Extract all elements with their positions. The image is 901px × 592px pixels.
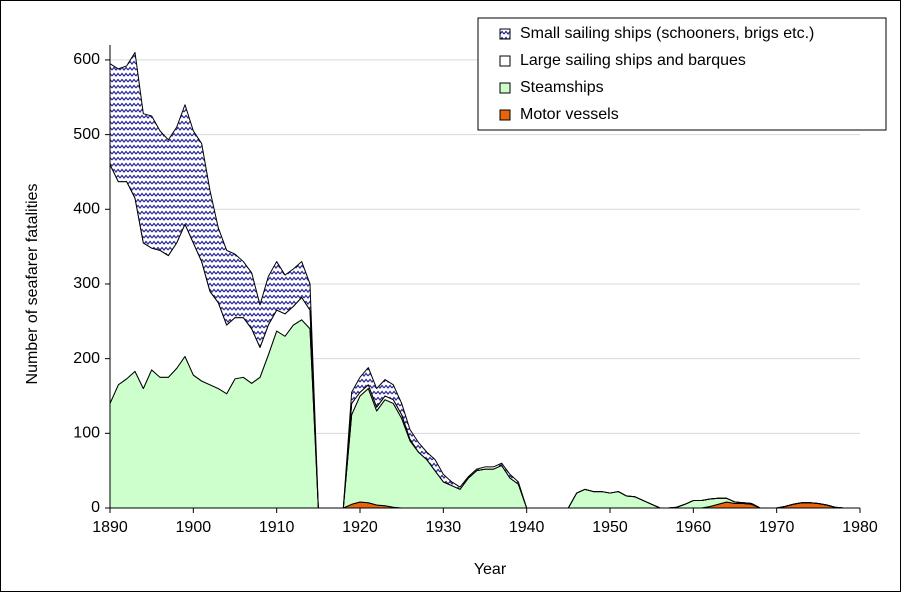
y-tick-label: 600 [73, 51, 100, 68]
x-tick-label: 1980 [842, 519, 878, 536]
y-tick-label: 100 [73, 425, 100, 442]
x-tick-label: 1970 [759, 519, 795, 536]
y-tick-label: 300 [73, 275, 100, 292]
legend-swatch [499, 82, 511, 94]
y-tick-label: 400 [73, 201, 100, 218]
x-tick-label: 1940 [509, 519, 545, 536]
legend-swatch [499, 28, 511, 40]
y-tick-label: 0 [91, 499, 100, 516]
legend-swatch [499, 109, 511, 121]
y-tick-label: 500 [73, 126, 100, 143]
legend-label: Large sailing ships and barques [520, 52, 746, 69]
x-tick-label: 1890 [92, 519, 128, 536]
legend-label: Motor vessels [520, 106, 619, 123]
x-tick-label: 1900 [176, 519, 212, 536]
x-tick-label: 1920 [342, 519, 378, 536]
x-tick-label: 1930 [426, 519, 462, 536]
legend-box [477, 17, 887, 131]
y-tick-label: 200 [73, 350, 100, 367]
y-axis-label: Number of seafarer fatalities [24, 184, 41, 385]
x-tick-label: 1910 [259, 519, 295, 536]
legend-label: Small sailing ships (schooners, brigs et… [520, 25, 814, 42]
legend-label: Steamships [520, 79, 604, 96]
x-tick-label: 1950 [592, 519, 628, 536]
x-tick-label: 1960 [676, 519, 712, 536]
x-axis-label: Year [474, 561, 507, 578]
legend-swatch [499, 55, 511, 67]
